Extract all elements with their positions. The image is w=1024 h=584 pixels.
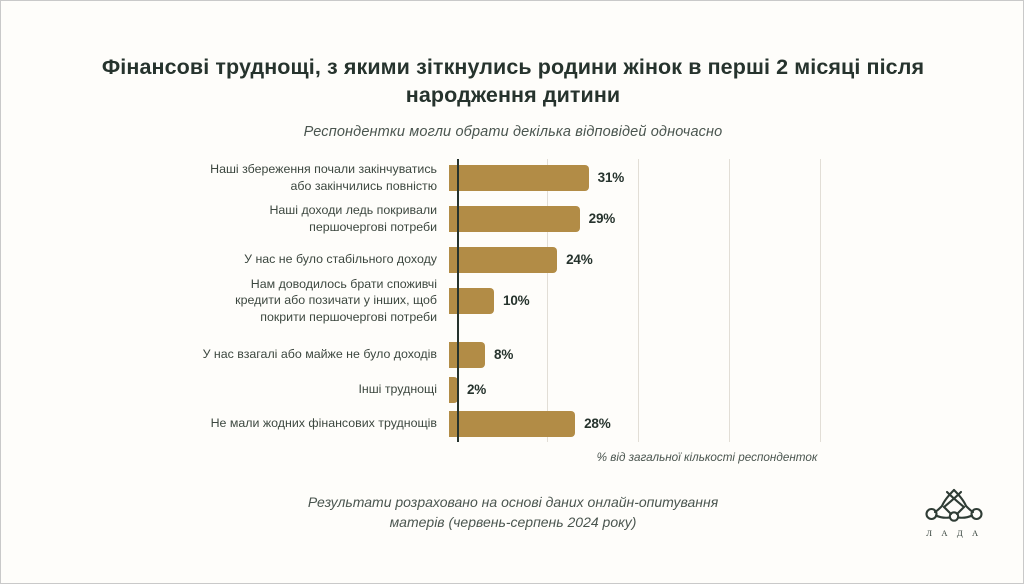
- logo-wordmark: Л А Д А: [926, 528, 982, 538]
- bar-value-label: 31%: [597, 170, 625, 185]
- chart-bar: [449, 287, 495, 314]
- bar-category-label: Інші труднощі: [358, 382, 437, 397]
- bar-rows: Наші збереження почали закінчуватись або…: [1, 159, 1023, 442]
- chart-header: Фінансові труднощі, з якими зіткнулись р…: [1, 53, 1023, 140]
- bar-value-label: 24%: [566, 252, 593, 267]
- bar-track: 31%: [447, 159, 1023, 196]
- bar-category-label: У нас взагалі або майже не було доходів: [202, 347, 437, 362]
- chart-bar-row: Наші збереження почали закінчуватись або…: [1, 159, 1023, 196]
- chart-plot-area: Наші збереження почали закінчуватись або…: [1, 159, 1023, 442]
- chart-bar-row: Не мали жодних фінансових труднощів 28%: [1, 405, 1023, 442]
- bar-track: 10%: [447, 282, 1023, 319]
- chart-bar-row: У нас взагалі або майже не було доходів 8…: [1, 336, 1023, 373]
- chart-bar: [449, 205, 580, 232]
- bar-value-label: 2%: [467, 382, 487, 397]
- chart-bar-row: Нам доводилось брати споживчі кредити аб…: [1, 277, 1023, 324]
- bar-category-label: Не мали жодних фінансових труднощів: [210, 416, 437, 431]
- gridline: [729, 159, 730, 442]
- lada-knot-icon: [925, 488, 983, 522]
- gridline: [638, 159, 639, 442]
- bar-value-label: 8%: [494, 347, 514, 362]
- bar-track: 29%: [447, 200, 1023, 237]
- chart-bar-row: Інші труднощі 2%: [1, 371, 1023, 408]
- category-axis-line: [457, 159, 459, 442]
- bar-track: 2%: [447, 371, 1023, 408]
- chart-subtitle: Респондентки могли обрати декілька відпо…: [303, 123, 723, 140]
- lada-logo: Л А Д А: [920, 487, 988, 539]
- chart-bar: [449, 164, 589, 191]
- x-axis-label: % від загальної кількості респонденток: [596, 451, 818, 464]
- gridline: [547, 159, 548, 442]
- chart-bar: [449, 376, 458, 403]
- bar-category-label: Наші збереження почали закінчуватись або…: [210, 162, 437, 193]
- bar-value-label: 28%: [584, 416, 611, 431]
- footnote: Результати розраховано на основі даних о…: [307, 494, 719, 531]
- bar-track: 24%: [447, 241, 1023, 278]
- chart-bar: [449, 246, 558, 273]
- bar-category-label: Наші доходи ледь покривали першочергові …: [269, 203, 437, 234]
- bar-category-label: Нам доводилось брати споживчі кредити аб…: [235, 276, 437, 324]
- gridline: [820, 159, 821, 442]
- chart-bar: [449, 341, 486, 368]
- bar-track: 8%: [447, 336, 1023, 373]
- bar-category-label: У нас не було стабільного доходу: [244, 252, 437, 267]
- chart-bar: [449, 410, 576, 437]
- bar-track: 28%: [447, 405, 1023, 442]
- page-title: Фінансові труднощі, з якими зіткнулись р…: [101, 55, 925, 108]
- chart-bar-row: У нас не було стабільного доходу 24%: [1, 241, 1023, 278]
- chart-bar-row: Наші доходи ледь покривали першочергові …: [1, 200, 1023, 237]
- bar-value-label: 10%: [503, 293, 530, 308]
- bar-value-label: 29%: [588, 211, 616, 226]
